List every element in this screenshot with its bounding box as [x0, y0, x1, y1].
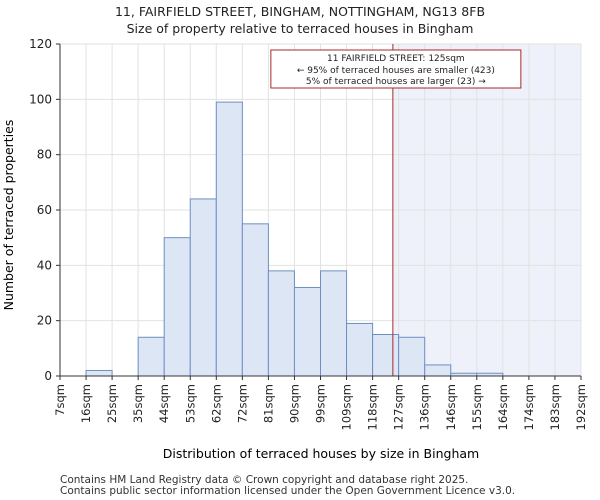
x-tick-label: 127sqm	[392, 384, 406, 430]
x-tick-label: 81sqm	[261, 384, 275, 423]
x-tick-label: 72sqm	[235, 384, 249, 423]
bar-99sqm	[320, 270, 348, 377]
y-tick-label: 120	[29, 37, 52, 51]
x-tick-label: 90sqm	[287, 384, 301, 423]
bar-72sqm	[241, 223, 269, 377]
y-tick-label: 40	[37, 258, 52, 272]
x-tick-label: 44sqm	[157, 384, 171, 423]
x-tick-label: 35sqm	[131, 384, 145, 423]
x-tick-label: 62sqm	[209, 384, 223, 423]
histogram-bars	[85, 101, 504, 377]
chart-subtitle: Size of property relative to terraced ho…	[126, 21, 474, 36]
x-tick-label: 118sqm	[366, 384, 380, 430]
bar-81sqm	[267, 270, 295, 377]
x-tick-label: 174sqm	[522, 384, 536, 430]
x-tick-label: 7sqm	[53, 384, 67, 416]
bar-136sqm	[424, 364, 452, 377]
y-tick-label: 20	[37, 314, 52, 328]
bar-35sqm	[137, 336, 165, 377]
x-tick-label: 192sqm	[574, 384, 588, 430]
x-axis-ticks: 7sqm 16sqm 25sqm 35sqm 44sqm 53sqm 62sqm 72sqm 8…	[53, 376, 588, 430]
bar-53sqm	[189, 198, 217, 377]
x-tick-label: 109sqm	[340, 384, 354, 430]
x-axis-label: Distribution of terraced houses by size …	[163, 446, 479, 461]
y-tick-label: 100	[29, 92, 52, 106]
x-tick-label: 164sqm	[496, 384, 510, 430]
y-axis-ticks: 0 20 40 60 80 100 120	[29, 37, 60, 383]
y-axis-label: Number of terraced properties	[1, 120, 16, 311]
y-tick-label: 0	[44, 369, 52, 383]
bar-62sqm	[215, 101, 243, 377]
x-tick-label: 136sqm	[418, 384, 432, 430]
chart-title: 11, FAIRFIELD STREET, BINGHAM, NOTTINGHA…	[114, 4, 486, 19]
annotation-line-2: ← 95% of terraced houses are smaller (42…	[297, 66, 495, 76]
x-tick-label: 16sqm	[79, 384, 93, 423]
annotation-line-3: 5% of terraced houses are larger (23) →	[306, 77, 486, 87]
bar-16sqm	[85, 369, 113, 377]
bar-109sqm	[346, 322, 374, 377]
bar-44sqm	[163, 237, 191, 377]
x-tick-label: 53sqm	[183, 384, 197, 423]
x-tick-label: 155sqm	[470, 384, 484, 430]
x-tick-label: 183sqm	[548, 384, 562, 430]
bar-90sqm	[293, 286, 322, 377]
x-tick-label: 25sqm	[105, 384, 119, 423]
y-tick-label: 60	[37, 203, 52, 217]
footer-licence: Contains public sector information licen…	[60, 485, 516, 497]
annotation-box	[270, 49, 522, 89]
bar-118sqm	[372, 334, 400, 377]
annotation-line-1: 11 FAIRFIELD STREET: 125sqm	[327, 54, 465, 64]
x-tick-label: 99sqm	[314, 384, 328, 423]
footer-copyright: Contains HM Land Registry data © Crown c…	[60, 474, 469, 486]
y-tick-label: 80	[37, 148, 52, 162]
x-tick-label: 146sqm	[444, 384, 458, 430]
bar-127sqm	[398, 336, 426, 377]
